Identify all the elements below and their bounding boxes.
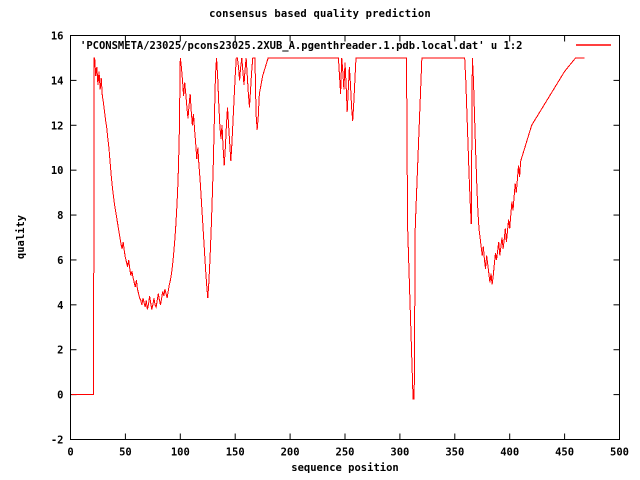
x-tick-label: 350 (445, 447, 464, 459)
x-axis-ticks: 0 50 100 150 200 250 300 350 400 450 500 (67, 35, 629, 459)
y-tick-label: -2 (51, 435, 64, 447)
x-tick-label: 450 (555, 447, 574, 459)
y-tick-label: 14 (51, 75, 64, 87)
x-tick-label: 200 (281, 447, 300, 459)
y-tick-label: 4 (57, 300, 63, 312)
y-tick-label: 0 (57, 390, 63, 402)
y-tick-label: 16 (51, 31, 64, 43)
y-axis-ticks: -2 0 2 4 6 8 10 12 14 16 (51, 31, 620, 447)
x-tick-label: 0 (67, 447, 73, 459)
y-tick-label: 2 (57, 345, 63, 357)
y-tick-label: 10 (51, 165, 64, 177)
x-tick-label: 100 (171, 447, 190, 459)
y-axis-label: quality (15, 214, 27, 259)
x-axis-label: sequence position (291, 462, 398, 474)
y-tick-label: 12 (51, 120, 64, 132)
legend-entry-label: 'PCONSMETA/23025/pcons23025.2XUB_A.pgent… (80, 40, 523, 52)
x-tick-label: 400 (500, 447, 519, 459)
x-tick-label: 50 (119, 447, 132, 459)
y-tick-label: 8 (57, 210, 63, 222)
x-tick-label: 150 (226, 447, 245, 459)
data-series-line (71, 57, 585, 400)
chart-title: consensus based quality prediction (209, 8, 431, 20)
plot-frame (70, 35, 620, 440)
legend[interactable]: 'PCONSMETA/23025/pcons23025.2XUB_A.pgent… (80, 40, 611, 52)
x-tick-label: 250 (336, 447, 355, 459)
x-tick-label: 500 (610, 447, 629, 459)
x-tick-label: 300 (390, 447, 409, 459)
y-tick-label: 6 (57, 255, 63, 267)
